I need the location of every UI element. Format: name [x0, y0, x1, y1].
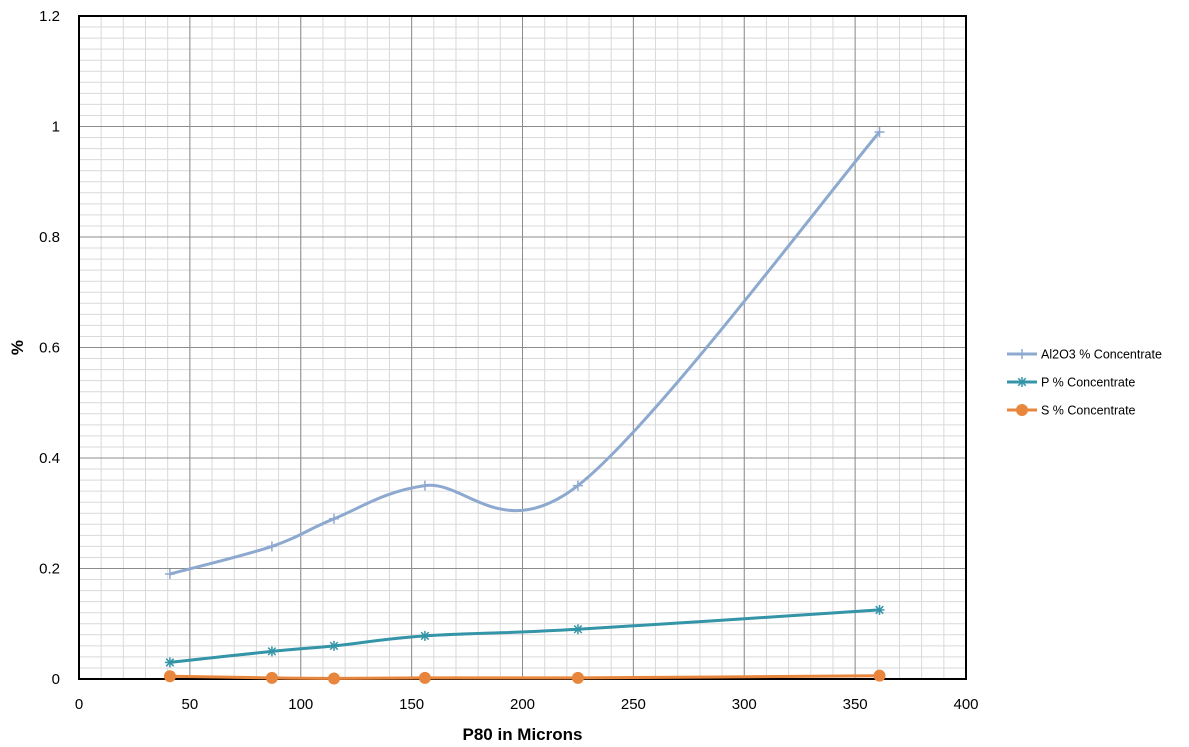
x-tick-label: 250 — [621, 696, 646, 713]
data-point — [873, 669, 886, 682]
legend-marker — [1017, 377, 1027, 387]
legend: Al2O3 % Concentrate P % Concentrate S % Co… — [1007, 348, 1162, 418]
legend-item: Al2O3 % Concentrate — [1007, 348, 1162, 362]
x-tick-label: 0 — [75, 696, 83, 713]
y-axis-tick-labels: 0 0.2 0.4 0.6 0.8 1 1.2 — [39, 8, 60, 688]
legend-label: Al2O3 % Concentrate — [1041, 348, 1162, 362]
y-tick-label: 0.6 — [39, 340, 60, 357]
data-point — [572, 624, 583, 635]
data-point — [419, 480, 430, 491]
y-tick-label: 0.4 — [39, 450, 60, 467]
x-tick-label: 50 — [182, 696, 199, 713]
x-tick-label: 100 — [288, 696, 313, 713]
series-layer — [163, 127, 886, 685]
data-point — [874, 604, 885, 615]
data-point — [266, 541, 277, 552]
legend-item: P % Concentrate — [1007, 376, 1135, 390]
series-2 — [164, 604, 885, 668]
series-1 — [164, 127, 885, 580]
series-line — [169, 608, 880, 664]
y-tick-label: 1 — [52, 119, 60, 136]
legend-marker — [1016, 404, 1028, 416]
x-tick-label: 400 — [953, 696, 978, 713]
series-3 — [163, 669, 886, 685]
data-point — [419, 630, 430, 641]
data-point — [329, 513, 340, 524]
data-point — [329, 640, 340, 651]
y-tick-label: 0.2 — [39, 561, 60, 578]
data-point — [164, 569, 175, 580]
legend-item: S % Concentrate — [1007, 404, 1136, 418]
data-point — [571, 671, 584, 684]
legend-label: P % Concentrate — [1041, 376, 1135, 390]
data-point — [572, 480, 583, 491]
y-tick-label: 1.2 — [39, 8, 60, 25]
data-point — [874, 127, 885, 138]
data-point — [328, 672, 341, 685]
data-point — [418, 671, 431, 684]
y-axis-title: % — [8, 340, 27, 355]
x-tick-label: 350 — [843, 696, 868, 713]
series-line — [169, 131, 881, 576]
x-tick-label: 150 — [399, 696, 424, 713]
x-tick-label: 300 — [732, 696, 757, 713]
y-tick-label: 0.8 — [39, 229, 60, 246]
data-point — [266, 646, 277, 657]
data-point — [163, 670, 176, 683]
x-tick-label: 200 — [510, 696, 535, 713]
x-axis-title: P80 in Microns — [463, 725, 583, 744]
x-axis-tick-labels: 0 50 100 150 200 250 300 350 400 — [75, 696, 979, 713]
legend-marker — [1017, 349, 1027, 359]
legend-label: S % Concentrate — [1041, 404, 1136, 418]
data-point — [265, 671, 278, 684]
data-point — [164, 657, 175, 668]
y-tick-label: 0 — [52, 671, 60, 688]
